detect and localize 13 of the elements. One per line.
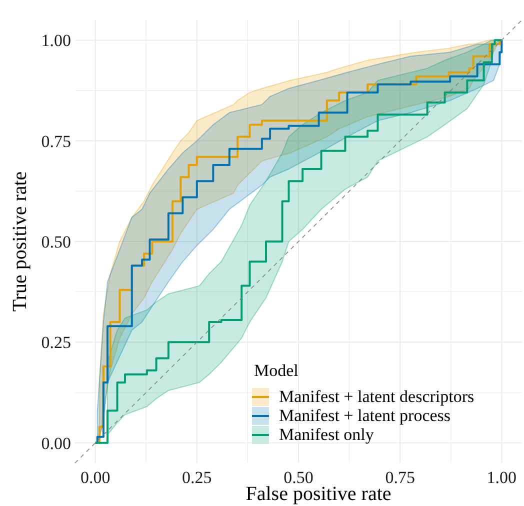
x-tick-label: 0.00 — [80, 468, 110, 487]
legend-label: Manifest + latent descriptors — [279, 387, 474, 406]
y-tick-label: 0.00 — [41, 434, 71, 453]
y-tick-label: 0.50 — [41, 232, 71, 252]
y-tick-label: 1.00 — [41, 31, 71, 50]
y-axis-title: True positive rate — [9, 171, 31, 312]
y-tick-label: 0.25 — [41, 333, 71, 352]
x-tick-label: 0.25 — [182, 468, 212, 487]
legend-label: Manifest only — [279, 425, 374, 444]
x-tick-label: 1.00 — [486, 468, 517, 487]
legend-label: Manifest + latent process — [279, 406, 451, 425]
y-tick-label: 0.75 — [41, 132, 71, 151]
legend-title: Model — [254, 361, 299, 380]
